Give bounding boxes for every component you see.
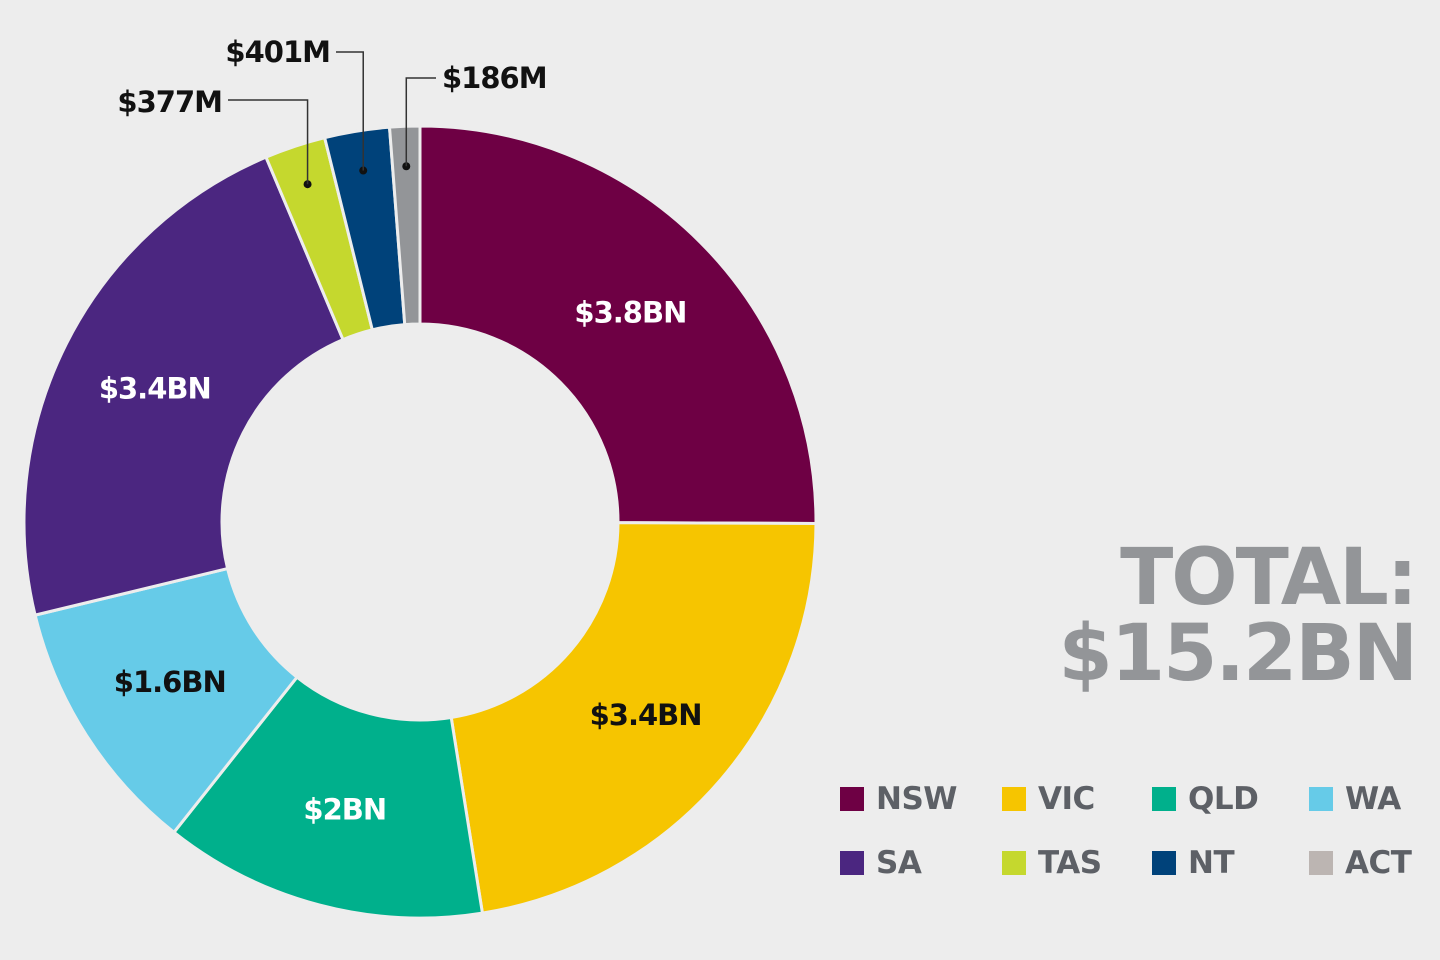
legend: NSW VIC QLD WA SA TAS NT ACT [840,780,1440,882]
legend-label-nt: NT [1188,845,1235,881]
legend-item-sa: SA [840,844,1002,882]
legend-item-wa: WA [1309,780,1439,818]
legend-swatch-vic [1002,787,1026,811]
callout-label-tas: $377M [117,85,222,119]
legend-swatch-sa [840,851,864,875]
legend-label-sa: SA [876,845,922,881]
legend-swatch-nt [1152,851,1176,875]
slice-act [387,124,422,327]
legend-label-wa: WA [1345,781,1401,817]
callout-line-act [405,77,436,167]
slice-label-sa: $3.4BN [99,371,211,405]
slice-label-wa: $1.6BN [114,665,226,699]
slice-vic [449,521,818,915]
callout-label-act: $186M [442,61,547,95]
total-annotation: TOTAL: $15.2BN [1058,533,1418,699]
slice-label-vic: $3.4BN [590,698,702,732]
slice-label-nsw: $3.8BN [574,295,686,329]
callout-line-tas [228,99,309,185]
callout-label-nt: $401M [225,35,330,69]
legend-label-nsw: NSW [876,781,957,817]
legend-label-act: ACT [1345,845,1412,881]
legend-item-nt: NT [1152,844,1309,882]
legend-label-vic: VIC [1038,781,1095,817]
legend-swatch-nsw [840,787,864,811]
legend-item-tas: TAS [1002,844,1152,882]
legend-swatch-qld [1152,787,1176,811]
legend-swatch-wa [1309,787,1333,811]
legend-label-tas: TAS [1038,845,1102,881]
legend-item-vic: VIC [1002,780,1152,818]
legend-swatch-act [1309,851,1333,875]
legend-label-qld: QLD [1188,781,1259,817]
slice-label-qld: $2BN [303,792,386,826]
slice-nsw [418,124,818,525]
legend-item-act: ACT [1309,844,1439,882]
legend-item-qld: QLD [1152,780,1309,818]
callout-line-nt [336,51,364,171]
total-value: $15.2BN [1058,609,1418,699]
total-label: TOTAL: [1120,533,1418,623]
slice-sa [22,155,345,617]
legend-item-nsw: NSW [840,780,1002,818]
legend-swatch-tas [1002,851,1026,875]
